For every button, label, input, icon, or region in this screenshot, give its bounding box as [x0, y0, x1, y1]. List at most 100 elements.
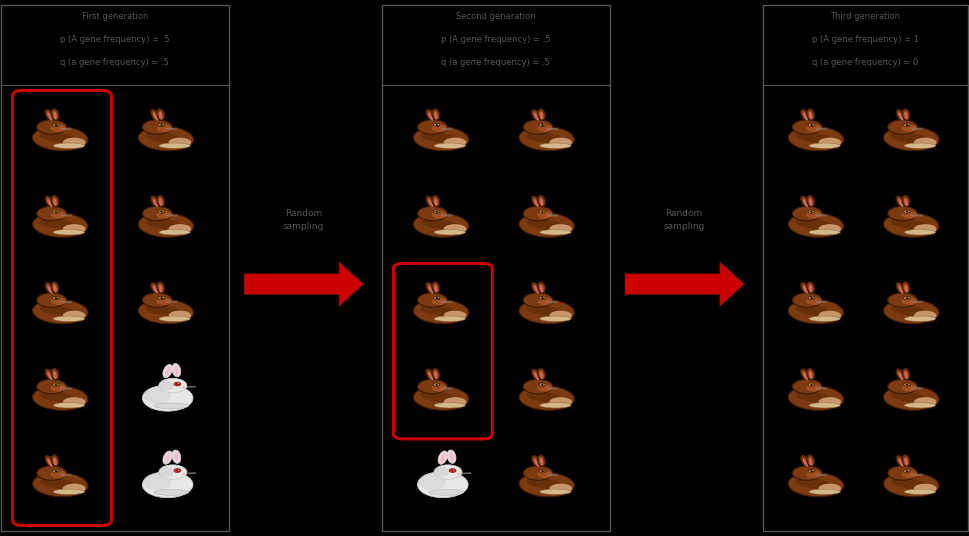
Ellipse shape: [50, 297, 66, 305]
Circle shape: [908, 211, 909, 212]
Ellipse shape: [806, 384, 822, 392]
Ellipse shape: [540, 316, 571, 322]
Circle shape: [453, 470, 454, 471]
Ellipse shape: [418, 120, 447, 134]
Ellipse shape: [898, 112, 903, 121]
Ellipse shape: [165, 302, 168, 303]
Ellipse shape: [904, 147, 939, 150]
Ellipse shape: [46, 109, 54, 122]
Ellipse shape: [896, 282, 905, 295]
Ellipse shape: [158, 381, 173, 390]
Ellipse shape: [819, 483, 841, 493]
Ellipse shape: [891, 305, 928, 316]
Ellipse shape: [444, 311, 466, 321]
Ellipse shape: [457, 473, 460, 475]
Ellipse shape: [538, 455, 546, 466]
Ellipse shape: [898, 458, 903, 467]
Text: q (a gene frequency) = 0: q (a gene frequency) = 0: [812, 58, 919, 67]
Circle shape: [539, 296, 546, 300]
Ellipse shape: [40, 305, 78, 316]
Ellipse shape: [904, 111, 908, 120]
Ellipse shape: [902, 455, 910, 466]
Ellipse shape: [172, 363, 181, 377]
Ellipse shape: [809, 234, 844, 236]
Ellipse shape: [540, 111, 544, 120]
Ellipse shape: [63, 138, 85, 147]
Ellipse shape: [800, 109, 810, 122]
Ellipse shape: [63, 224, 85, 234]
Circle shape: [906, 470, 909, 472]
Ellipse shape: [891, 132, 928, 143]
Ellipse shape: [802, 458, 808, 467]
Ellipse shape: [910, 215, 913, 216]
Ellipse shape: [418, 379, 447, 394]
Ellipse shape: [809, 320, 844, 323]
Circle shape: [177, 383, 179, 384]
Ellipse shape: [148, 493, 187, 496]
Ellipse shape: [884, 300, 939, 324]
Ellipse shape: [33, 126, 88, 151]
Ellipse shape: [142, 472, 193, 497]
Ellipse shape: [884, 472, 939, 497]
Ellipse shape: [519, 213, 575, 237]
Ellipse shape: [434, 407, 469, 409]
Ellipse shape: [815, 474, 818, 476]
Ellipse shape: [53, 407, 88, 409]
Ellipse shape: [793, 293, 822, 307]
Ellipse shape: [546, 388, 548, 389]
Ellipse shape: [153, 199, 158, 207]
Ellipse shape: [904, 457, 908, 466]
Ellipse shape: [428, 199, 433, 207]
Circle shape: [435, 124, 439, 126]
Ellipse shape: [47, 112, 52, 121]
Ellipse shape: [806, 471, 822, 478]
Ellipse shape: [174, 366, 178, 376]
Ellipse shape: [902, 282, 910, 293]
Ellipse shape: [450, 452, 453, 462]
Circle shape: [52, 296, 59, 300]
Circle shape: [810, 124, 814, 126]
Circle shape: [438, 297, 439, 298]
Text: Second generation: Second generation: [455, 12, 536, 21]
Circle shape: [175, 470, 179, 472]
Ellipse shape: [806, 297, 822, 305]
Ellipse shape: [519, 472, 575, 497]
Circle shape: [160, 211, 164, 213]
Ellipse shape: [139, 126, 194, 151]
Ellipse shape: [53, 234, 88, 236]
Circle shape: [435, 384, 439, 385]
Ellipse shape: [151, 109, 160, 122]
Circle shape: [54, 124, 58, 126]
Ellipse shape: [153, 112, 158, 121]
Ellipse shape: [802, 285, 808, 294]
Ellipse shape: [532, 109, 541, 122]
Circle shape: [810, 211, 814, 213]
Ellipse shape: [788, 126, 844, 151]
Ellipse shape: [888, 120, 918, 134]
Text: q (a gene frequency) = .5: q (a gene frequency) = .5: [60, 58, 170, 67]
Ellipse shape: [142, 293, 172, 307]
Ellipse shape: [540, 320, 575, 323]
Ellipse shape: [902, 368, 910, 380]
Ellipse shape: [431, 384, 447, 392]
Ellipse shape: [534, 458, 539, 467]
Ellipse shape: [819, 311, 841, 321]
Ellipse shape: [158, 467, 173, 477]
Ellipse shape: [434, 320, 469, 323]
Ellipse shape: [37, 293, 66, 307]
Circle shape: [57, 297, 58, 298]
Ellipse shape: [540, 147, 575, 150]
Circle shape: [541, 470, 545, 472]
Ellipse shape: [796, 219, 832, 229]
Ellipse shape: [432, 109, 440, 120]
Ellipse shape: [157, 282, 165, 293]
Ellipse shape: [51, 109, 59, 120]
Ellipse shape: [51, 282, 59, 293]
Ellipse shape: [523, 379, 553, 394]
Ellipse shape: [428, 112, 433, 121]
Ellipse shape: [142, 120, 172, 134]
Ellipse shape: [809, 407, 844, 409]
Ellipse shape: [165, 453, 171, 463]
Ellipse shape: [902, 211, 918, 219]
Ellipse shape: [159, 285, 163, 293]
